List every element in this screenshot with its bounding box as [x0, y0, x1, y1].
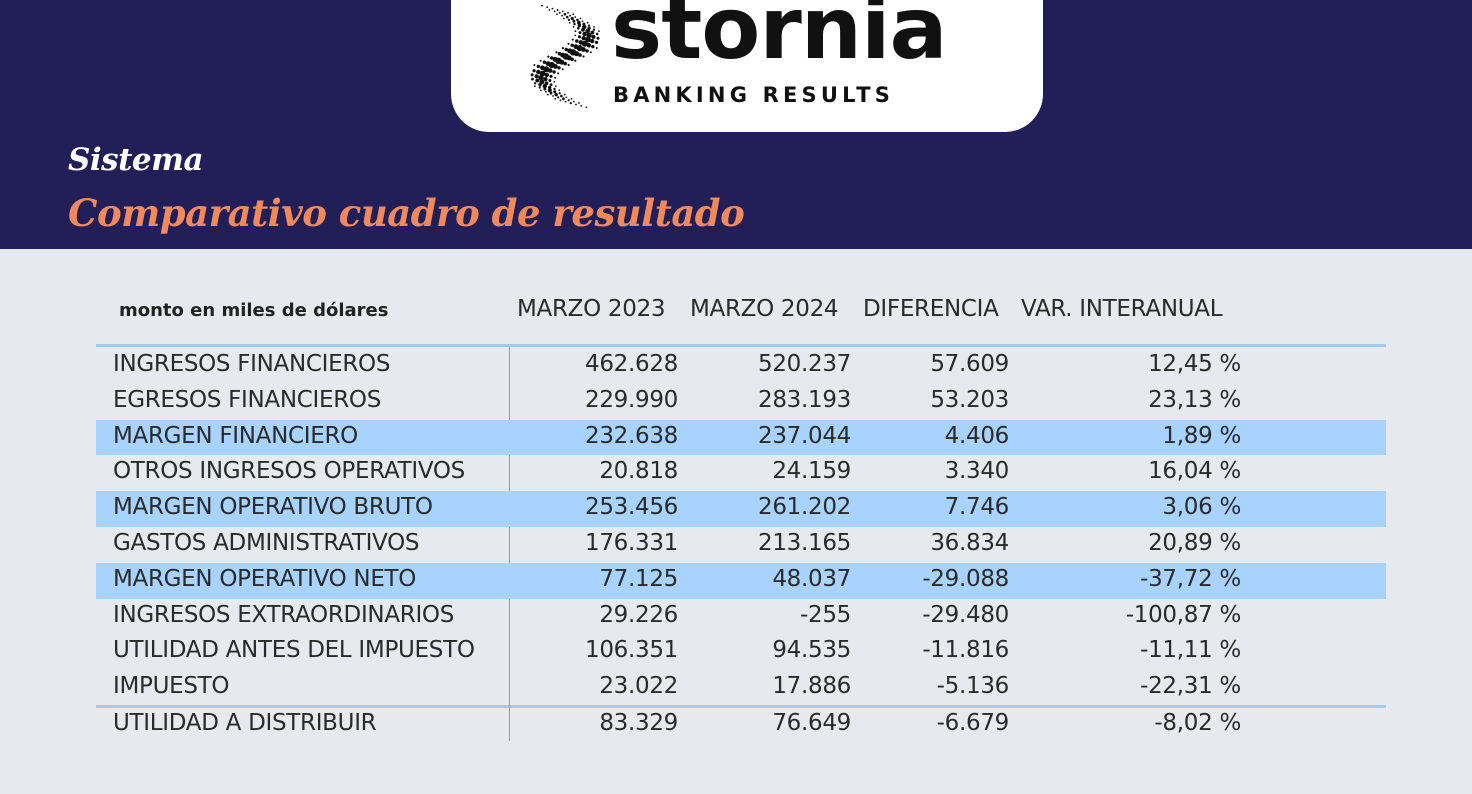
table-row: GASTOS ADMINISTRATIVOS 176.331 213.165 36.8… [96, 527, 1386, 563]
table-row: IMPUESTO 23.022 17.886 -5.136 -22,31 % [96, 670, 1386, 706]
value-marzo-2024: 237.044 [757, 422, 851, 449]
brand-tagline: BANKING RESULTS [613, 83, 895, 107]
table-row: OTROS INGRESOS OPERATIVOS 20.818 24.159 3.3… [96, 455, 1386, 491]
value-marzo-2024: 94.535 [772, 637, 851, 664]
logo: stornia BANKING RESULTS [451, 0, 1043, 132]
row-label: INGRESOS EXTRAORDINARIOS [113, 601, 455, 628]
row-label: MARGEN OPERATIVO BRUTO [113, 494, 433, 521]
value-diferencia: -29.480 [922, 601, 1009, 628]
table-row: INGRESOS FINANCIEROS 462.628 520.237 57.609… [96, 348, 1386, 384]
value-marzo-2024: 213.165 [757, 530, 851, 556]
value-var-interanual: 1,89 % [1162, 422, 1241, 449]
value-diferencia: 3.340 [944, 458, 1010, 485]
table-top-rule [96, 344, 1386, 347]
value-marzo-2023: 176.331 [584, 530, 678, 556]
header-banner: stornia BANKING RESULTS Sistema Comparat… [0, 0, 1472, 249]
value-var-interanual: -37,72 % [1140, 565, 1241, 592]
value-var-interanual: 12,45 % [1148, 351, 1241, 377]
column-header-marzo-2024: MARZO 2024 [690, 296, 839, 322]
value-var-interanual: -8,02 % [1154, 710, 1241, 736]
row-label: OTROS INGRESOS OPERATIVOS [113, 458, 465, 485]
value-diferencia: 36.834 [930, 530, 1009, 556]
value-diferencia: -6.679 [936, 710, 1010, 736]
table-label-divider [509, 347, 510, 741]
value-marzo-2023: 232.638 [584, 422, 678, 449]
table-row: MARGEN FINANCIERO 232.638 237.044 4.406 1,89… [96, 419, 1386, 456]
value-marzo-2023: 20.818 [599, 458, 678, 485]
value-marzo-2023: 77.125 [599, 565, 678, 592]
value-marzo-2023: 83.329 [599, 710, 678, 736]
table-row: EGRESOS FINANCIEROS 229.990 283.193 53.203 2… [96, 384, 1386, 420]
value-marzo-2024: 48.037 [772, 565, 851, 592]
row-label: MARGEN FINANCIERO [113, 422, 358, 449]
value-marzo-2024: 76.649 [772, 710, 851, 736]
value-var-interanual: 23,13 % [1148, 386, 1241, 413]
value-diferencia: 57.609 [930, 351, 1009, 377]
value-diferencia: -11.816 [922, 637, 1009, 664]
units-label: monto en miles de dólares [119, 300, 389, 321]
value-diferencia: -29.088 [922, 565, 1009, 592]
column-header-var-interanual: VAR. INTERANUAL [1021, 296, 1223, 322]
value-marzo-2024: 17.886 [772, 673, 851, 700]
row-label: UTILIDAD ANTES DEL IMPUESTO [113, 637, 475, 664]
table-row: UTILIDAD A DISTRIBUIR 83.329 76.649 -6.679 -… [96, 707, 1386, 743]
value-var-interanual: -100,87 % [1125, 601, 1242, 628]
value-marzo-2024: 24.159 [772, 458, 851, 485]
value-marzo-2023: 229.990 [584, 386, 678, 413]
row-label: MARGEN OPERATIVO NETO [113, 565, 417, 592]
table-row: MARGEN OPERATIVO NETO 77.125 48.037 -29.088… [96, 562, 1386, 599]
value-var-interanual: -11,11 % [1140, 637, 1241, 664]
value-marzo-2024: 283.193 [757, 386, 851, 413]
table-row: MARGEN OPERATIVO BRUTO 253.456 261.202 7.74… [96, 491, 1386, 527]
value-marzo-2024: 261.202 [757, 494, 851, 521]
value-var-interanual: 20,89 % [1148, 530, 1241, 556]
row-label: GASTOS ADMINISTRATIVOS [113, 530, 420, 556]
value-var-interanual: -22,31 % [1140, 673, 1241, 700]
column-header-diferencia: DIFERENCIA [863, 296, 999, 322]
row-label: UTILIDAD A DISTRIBUIR [113, 710, 377, 736]
value-var-interanual: 16,04 % [1148, 458, 1241, 485]
row-label: EGRESOS FINANCIEROS [113, 386, 381, 413]
value-marzo-2023: 106.351 [584, 637, 678, 664]
value-marzo-2023: 462.628 [584, 351, 678, 377]
stornia-dots-icon [530, 4, 600, 109]
value-marzo-2023: 29.226 [599, 601, 678, 628]
page-title: Comparativo cuadro de resultado [68, 191, 745, 235]
value-diferencia: 4.406 [944, 422, 1010, 449]
value-marzo-2023: 23.022 [599, 673, 678, 700]
page-subtitle: Sistema [68, 142, 204, 178]
value-marzo-2023: 253.456 [584, 494, 678, 521]
table-row: UTILIDAD ANTES DEL IMPUESTO 106.351 94.535… [96, 634, 1386, 670]
value-marzo-2024: -255 [800, 601, 851, 628]
value-var-interanual: 3,06 % [1162, 494, 1241, 521]
row-label: IMPUESTO [113, 673, 230, 700]
brand-name: stornia [611, 0, 948, 79]
table-total-rule [96, 705, 1386, 708]
value-marzo-2024: 520.237 [757, 351, 851, 377]
column-header-marzo-2023: MARZO 2023 [517, 296, 666, 322]
table-row: INGRESOS EXTRAORDINARIOS 29.226 -255 -29.48… [96, 599, 1386, 635]
value-diferencia: -5.136 [936, 673, 1010, 700]
value-diferencia: 53.203 [930, 386, 1009, 413]
row-label: INGRESOS FINANCIEROS [113, 351, 391, 377]
value-diferencia: 7.746 [944, 494, 1010, 521]
